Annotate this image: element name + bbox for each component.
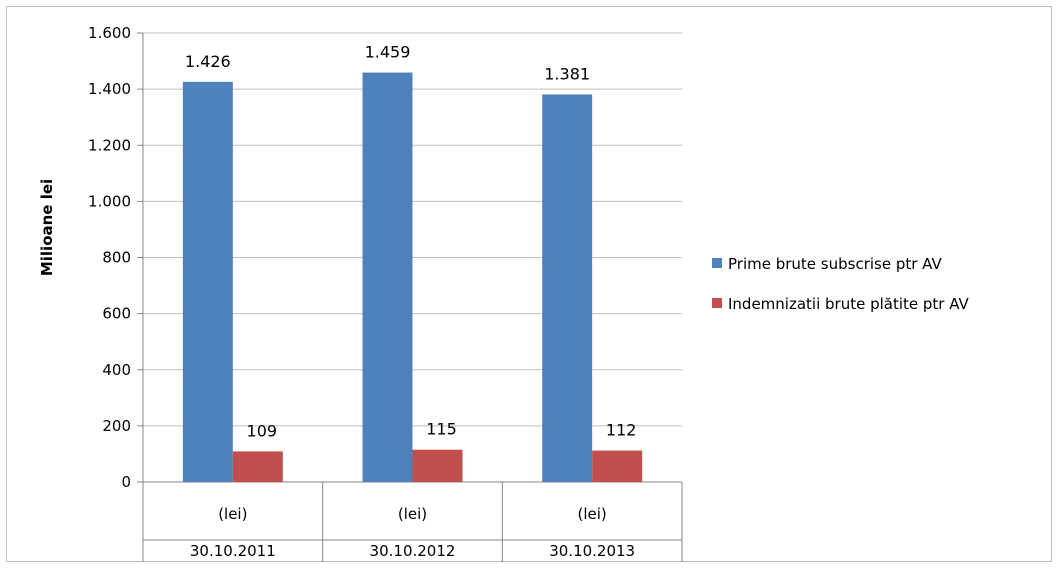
y-tick-label: 800 xyxy=(102,249,131,267)
legend-swatch xyxy=(712,298,722,308)
bar-prime xyxy=(542,94,593,482)
bar-indemnizatii xyxy=(592,450,643,482)
legend-label: Prime brute subscrise ptr AV xyxy=(728,255,942,273)
data-label: 115 xyxy=(426,420,457,439)
category-date-label: 30.10.2011 xyxy=(190,542,276,560)
y-tick-label: 1.200 xyxy=(88,136,131,154)
category-unit-label: (lei) xyxy=(218,505,247,523)
chart-frame xyxy=(6,6,1052,562)
y-tick-label: 1.400 xyxy=(88,80,131,98)
y-axis-label: Milioane lei xyxy=(38,179,56,276)
y-tick-label: 1.000 xyxy=(88,192,131,210)
x-axis: (lei) 30.10.2011 (lei) 30.10.2012 (lei) 30.10… xyxy=(142,482,683,562)
y-tick-label: 1.600 xyxy=(88,24,131,42)
bar-indemnizatii xyxy=(412,449,463,482)
data-labels: 1.426 109 1.459 115 1.381 112 xyxy=(185,43,637,441)
data-label: 109 xyxy=(247,421,278,440)
category-date-label: 30.10.2013 xyxy=(549,542,635,560)
legend-swatch xyxy=(712,258,722,268)
y-tick-label: 200 xyxy=(102,417,131,435)
bar-prime xyxy=(362,72,413,483)
y-tick-label: 0 xyxy=(121,473,131,491)
data-label: 1.459 xyxy=(365,43,411,62)
bars xyxy=(182,72,643,483)
category-unit-label: (lei) xyxy=(398,505,427,523)
legend-label: Indemnizatii brute plătite ptr AV xyxy=(728,295,970,313)
y-tick-labels: 0 200 400 600 800 1.000 1.200 1.400 1.600 xyxy=(88,24,131,491)
y-tick-label: 400 xyxy=(102,361,131,379)
data-label: 1.381 xyxy=(544,64,590,83)
category-date-label: 30.10.2012 xyxy=(370,542,456,560)
data-label: 112 xyxy=(606,421,637,440)
y-tick-label: 600 xyxy=(102,305,131,323)
bar-prime xyxy=(182,81,233,483)
legend: Prime brute subscrise ptr AV Indemnizatii… xyxy=(712,255,970,313)
bar-indemnizatii xyxy=(232,451,283,482)
data-label: 1.426 xyxy=(185,52,231,71)
category-unit-label: (lei) xyxy=(578,505,607,523)
